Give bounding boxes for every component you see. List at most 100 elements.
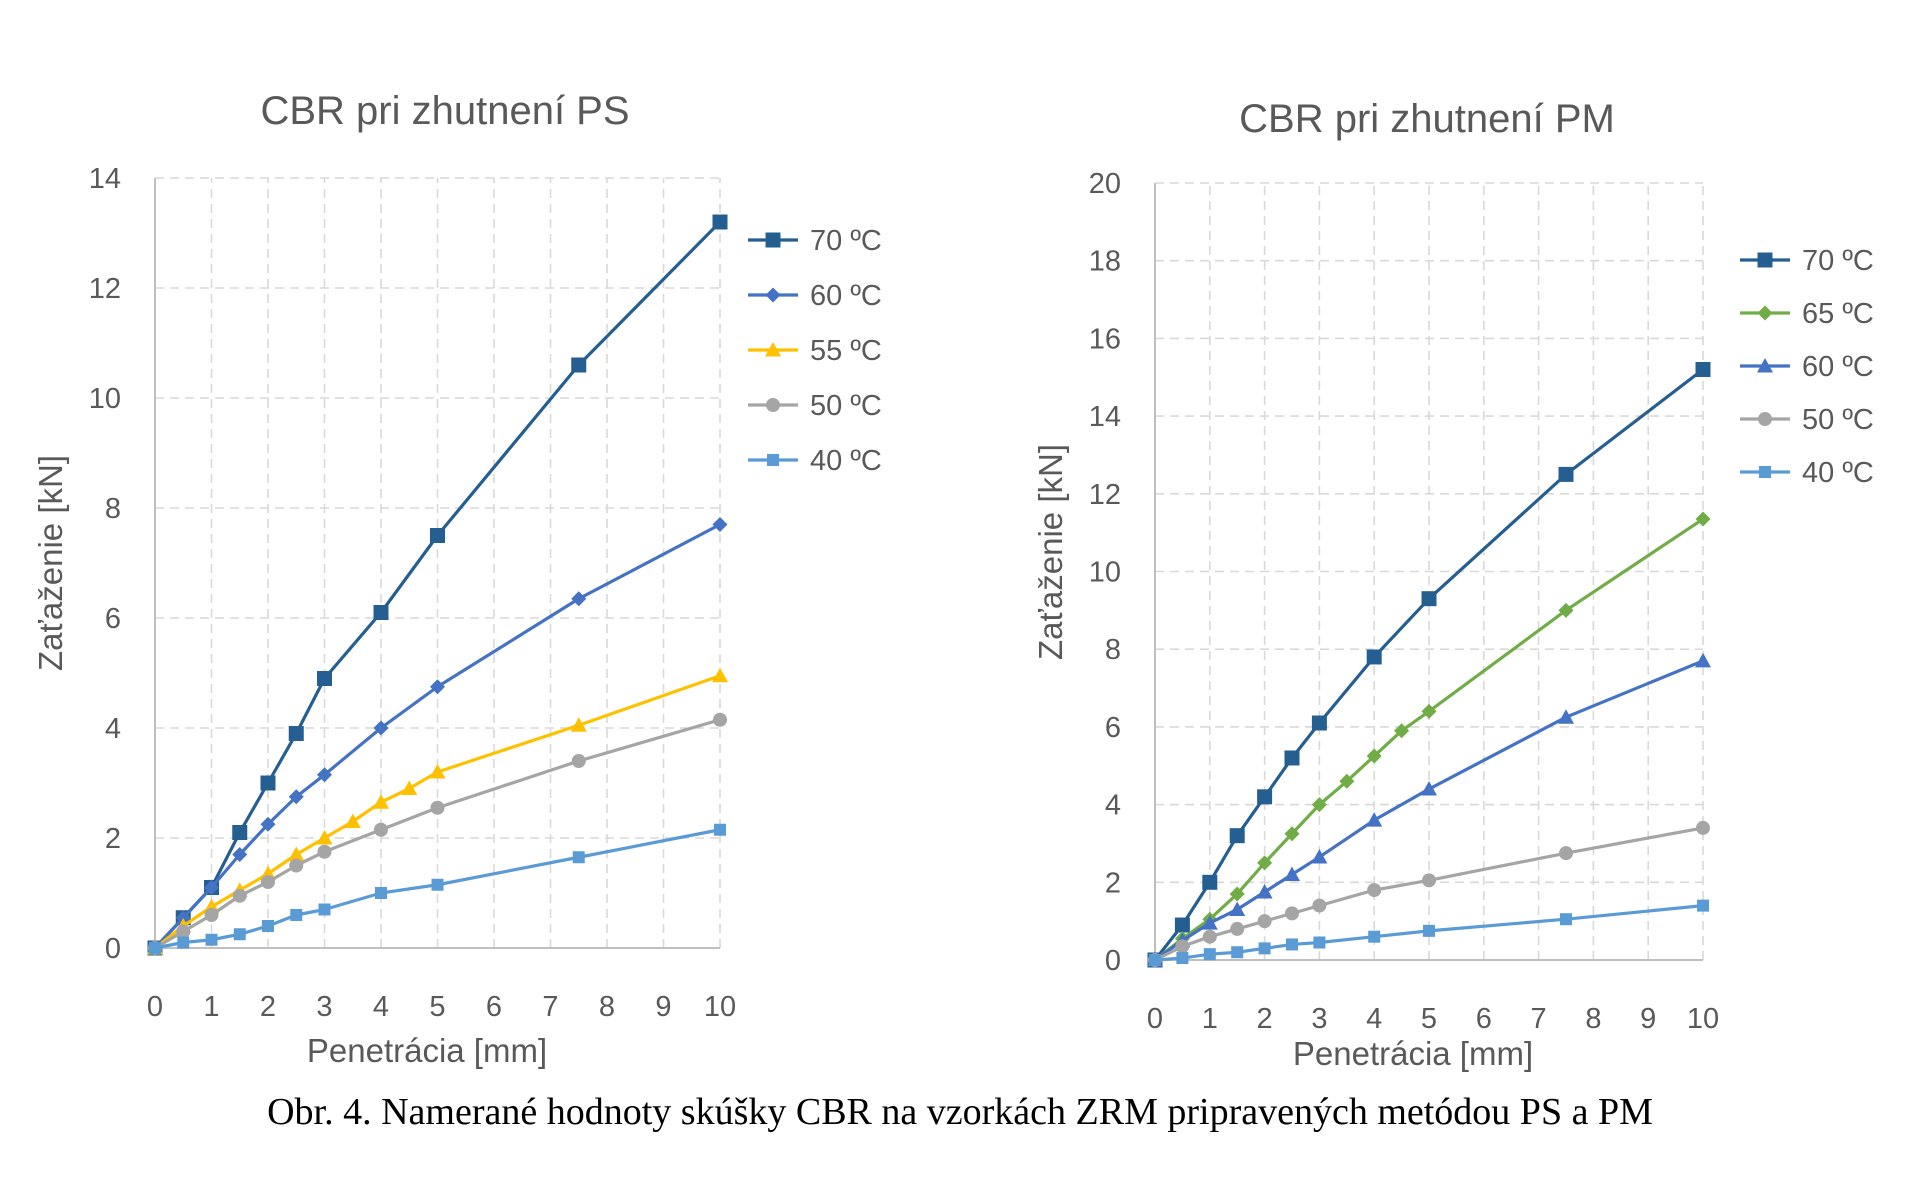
data-point	[1149, 954, 1161, 966]
series-70-c	[1147, 361, 1711, 968]
x-tick-label: 5	[1421, 1003, 1437, 1035]
x-tick-label: 4	[1366, 1003, 1382, 1035]
legend-marker	[766, 398, 780, 412]
data-point	[177, 936, 190, 949]
data-point	[288, 789, 304, 805]
data-point	[1421, 703, 1437, 719]
x-tick-label: 10	[1687, 1003, 1719, 1035]
legend-entry-50-c: 50 ºC	[1740, 404, 1874, 436]
data-point	[1286, 938, 1298, 951]
y-tick-label: 10	[1089, 557, 1121, 589]
legend-entry-70-c: 70 ºC	[748, 225, 882, 257]
data-point	[713, 712, 727, 727]
y-tick-label: 0	[105, 933, 121, 965]
legend-entry-60-c: 60 ºC	[1740, 351, 1874, 383]
x-axis-label: Penetrácia [mm]	[307, 1032, 547, 1069]
data-point	[1257, 855, 1273, 871]
data-point	[1697, 899, 1709, 912]
data-point	[1422, 873, 1436, 888]
data-point	[261, 875, 275, 889]
y-tick-label: 18	[1089, 246, 1121, 278]
data-point	[1421, 591, 1437, 607]
y-tick-label: 2	[105, 823, 121, 855]
data-point	[175, 910, 191, 926]
data-point	[1229, 901, 1246, 916]
data-point	[1339, 773, 1355, 789]
data-point	[1695, 511, 1711, 527]
x-tick-label: 8	[1585, 1003, 1601, 1035]
data-point	[1366, 748, 1382, 764]
data-point	[1394, 723, 1410, 739]
legend-entry-55-c: 55 ºC	[748, 335, 882, 367]
data-point	[1559, 846, 1573, 861]
y-tick-label: 12	[1089, 479, 1121, 511]
legend-entry-70-c: 70 ºC	[1740, 245, 1874, 277]
data-point	[429, 764, 446, 779]
data-point	[375, 887, 387, 899]
legend-marker	[765, 342, 781, 357]
data-point	[317, 671, 332, 686]
legend-label: 50 ºC	[1802, 404, 1874, 436]
series-40-c	[149, 823, 726, 954]
data-point	[1366, 812, 1383, 827]
data-point	[571, 754, 586, 768]
legend-entry-65-c: 65 ºC	[1740, 298, 1874, 330]
data-point	[316, 830, 333, 845]
x-tick-label: 7	[1531, 1003, 1547, 1035]
data-point	[262, 920, 274, 932]
data-point	[1175, 939, 1190, 954]
x-tick-label: 8	[599, 991, 615, 1023]
data-point	[1311, 715, 1327, 731]
data-point	[1258, 942, 1271, 955]
data-point	[712, 667, 728, 683]
data-point	[1256, 884, 1273, 899]
x-tick-label: 7	[542, 991, 558, 1023]
x-tick-label: 1	[203, 991, 219, 1023]
data-point	[344, 813, 361, 828]
data-point	[204, 908, 219, 922]
data-point	[1695, 361, 1711, 377]
series-40-c	[1149, 899, 1709, 966]
data-point	[1284, 866, 1300, 882]
data-point	[232, 847, 248, 862]
y-axis-label: Zaťaženie [kN]	[1032, 444, 1069, 660]
data-point	[260, 816, 276, 832]
x-tick-label: 4	[373, 991, 389, 1023]
data-point	[204, 880, 219, 895]
y-tick-label: 6	[1105, 712, 1121, 744]
x-tick-label: 6	[486, 991, 502, 1023]
data-point	[1230, 921, 1245, 936]
data-point	[288, 846, 305, 861]
x-tick-label: 5	[429, 991, 445, 1023]
x-tick-label: 10	[704, 991, 736, 1023]
data-point	[1202, 874, 1218, 890]
data-point	[1367, 883, 1382, 898]
legend-marker	[1757, 305, 1773, 321]
data-point	[1201, 915, 1218, 930]
data-point	[1284, 750, 1300, 766]
y-axis-label: Zaťaženie [kN]	[32, 455, 69, 671]
data-point	[430, 679, 445, 695]
x-tick-label: 1	[1202, 1003, 1218, 1035]
chart-title: CBR pri zhutnení PM	[1239, 97, 1615, 141]
data-point	[1558, 466, 1574, 482]
x-axis-label: Penetrácia [mm]	[1293, 1035, 1533, 1072]
x-tick-label: 3	[1311, 1003, 1327, 1035]
y-tick-label: 4	[1105, 790, 1121, 822]
x-tick-label: 2	[1257, 1003, 1273, 1035]
y-tick-label: 4	[105, 713, 121, 745]
data-point	[374, 822, 388, 837]
legend-label: 70 ºC	[810, 225, 882, 257]
data-point	[430, 528, 445, 543]
chart-2: CBR pri zhutnení PM0 1 2 3 4 5 6 7 8 9 10024681012…	[1032, 97, 1874, 1072]
data-point	[1560, 913, 1572, 926]
data-point	[1229, 886, 1245, 902]
x-tick-label: 0	[147, 991, 163, 1023]
x-tick-label: 2	[260, 991, 276, 1023]
y-tick-label: 0	[1105, 945, 1121, 977]
legend-marker	[1759, 466, 1771, 478]
y-tick-label: 12	[89, 273, 121, 305]
chart-title: CBR pri zhutnení PS	[260, 89, 629, 133]
data-point	[1558, 709, 1574, 724]
